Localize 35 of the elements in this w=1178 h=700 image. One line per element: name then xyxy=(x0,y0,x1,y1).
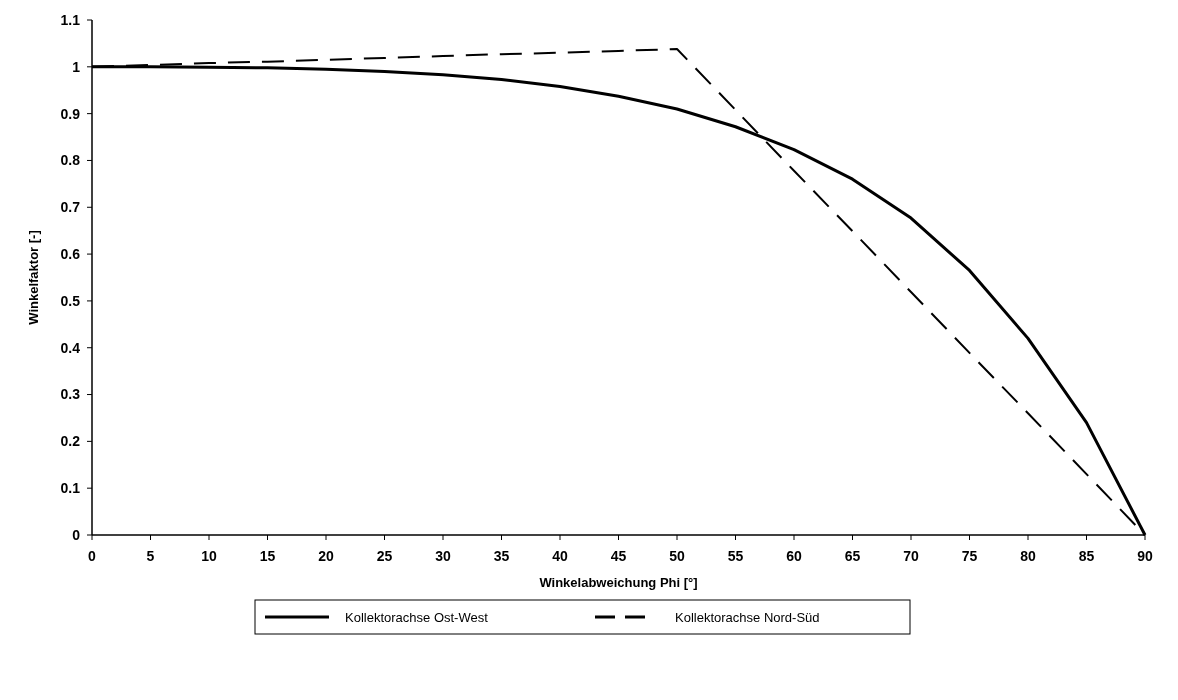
x-tick-label: 5 xyxy=(146,548,155,564)
x-tick-label: 35 xyxy=(493,548,510,564)
x-tick-label: 85 xyxy=(1078,548,1095,564)
x-tick-label: 80 xyxy=(1020,548,1036,564)
y-tick-label: 1 xyxy=(72,58,81,75)
y-tick-label: 0.1 xyxy=(60,480,81,497)
x-tick-label: 50 xyxy=(669,548,685,564)
x-tick-label: 90 xyxy=(1137,548,1153,564)
x-tick-label: 70 xyxy=(903,548,919,564)
x-tick-label: 65 xyxy=(844,548,861,564)
legend-label: Kollektorachse Ost-West xyxy=(345,609,489,625)
y-tick-label: 0.5 xyxy=(60,292,81,309)
y-tick-label: 0.9 xyxy=(60,105,81,122)
y-tick-label: 0 xyxy=(72,526,81,543)
y-tick-label: 0.8 xyxy=(60,152,81,169)
y-tick-label: 0.4 xyxy=(60,339,81,356)
x-tick-label: 75 xyxy=(961,548,978,564)
y-axis-title: Winkelfaktor [-] xyxy=(26,230,41,325)
y-tick-label: 0.2 xyxy=(60,433,81,450)
x-tick-label: 30 xyxy=(435,548,451,564)
x-tick-label: 0 xyxy=(88,548,97,564)
y-tick-label: 1.1 xyxy=(60,11,81,28)
x-tick-label: 55 xyxy=(727,548,744,564)
y-tick-label: 0.3 xyxy=(60,386,81,403)
x-tick-label: 40 xyxy=(552,548,568,564)
x-axis-title: Winkelabweichung Phi [°] xyxy=(539,575,698,590)
x-tick-label: 25 xyxy=(376,548,393,564)
y-tick-label: 0.7 xyxy=(60,199,81,216)
x-tick-label: 10 xyxy=(201,548,217,564)
x-tick-label: 15 xyxy=(259,548,276,564)
x-tick-label: 45 xyxy=(610,548,627,564)
legend-label: Kollektorachse Nord-Süd xyxy=(675,609,820,625)
x-tick-label: 60 xyxy=(786,548,802,564)
x-tick-label: 20 xyxy=(318,548,334,564)
y-tick-label: 0.6 xyxy=(60,245,81,262)
